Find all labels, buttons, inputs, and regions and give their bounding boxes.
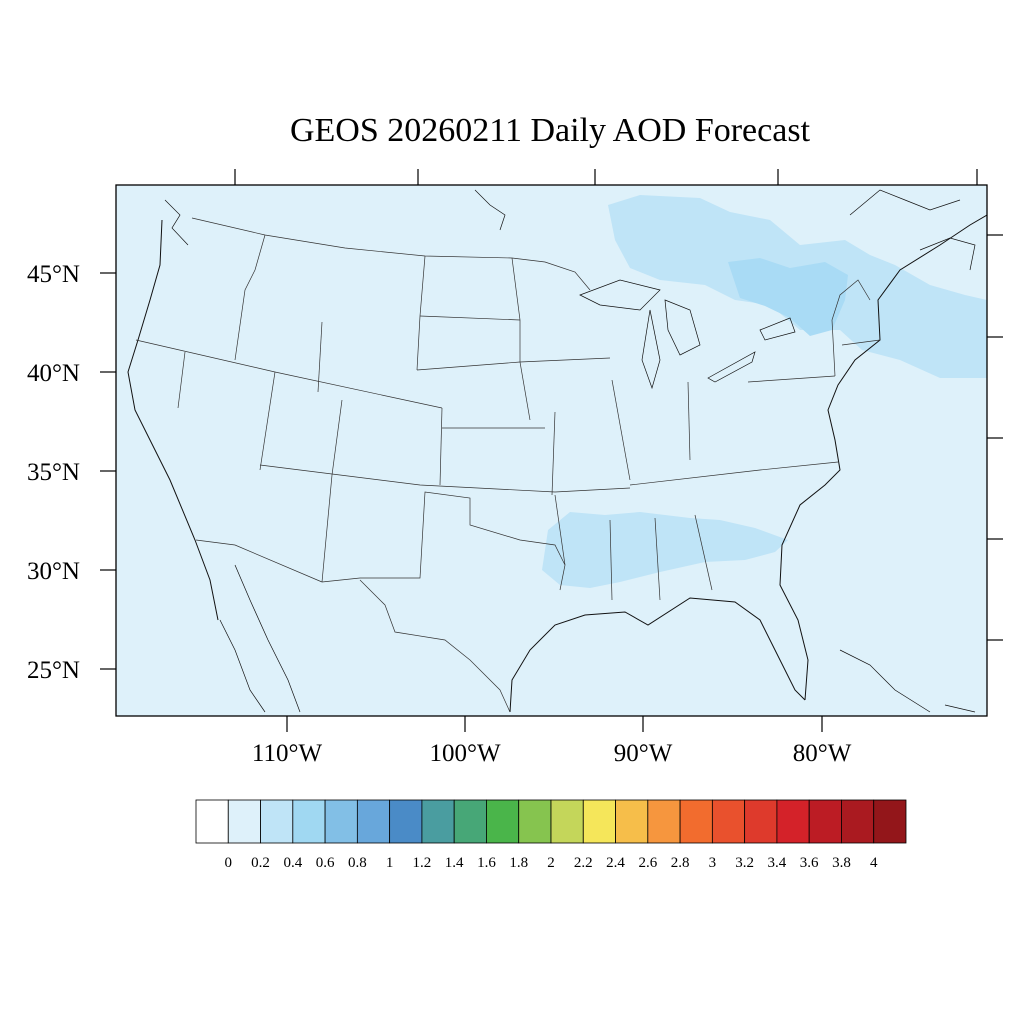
colorbar-swatch: [486, 799, 520, 844]
colorbar-swatch: [679, 799, 713, 844]
colorbar-tick-label: 2.4: [606, 855, 625, 871]
colorbar-swatch: [808, 799, 842, 844]
colorbar-swatch: [841, 799, 875, 844]
colorbar-swatch: [711, 799, 746, 844]
lat-label-30n: 30°N: [27, 558, 80, 585]
colorbar-tick-label: 3: [709, 855, 717, 871]
colorbar-swatch: [421, 799, 455, 844]
colorbar-tick-label: 1.8: [509, 855, 528, 871]
colorbar-tick-label: 0.8: [348, 855, 367, 871]
lon-label-80w: 80°W: [793, 740, 852, 767]
colorbar-swatch: [873, 799, 907, 844]
colorbar-swatch: [324, 799, 358, 844]
colorbar: 0 0.2 0.4 0.6 0.8 1 1.2 1.4 1.6 1.8 2 2.2 2.4 2.6 2.8 3…: [195, 799, 907, 871]
colorbar-swatch: [615, 799, 649, 844]
colorbar-swatch: [582, 799, 616, 844]
colorbar-swatch: [550, 799, 584, 844]
colorbar-tick-label: 1.2: [413, 855, 432, 871]
aerosol-field: [542, 195, 987, 588]
colorbar-tick-label: 3.8: [832, 855, 851, 871]
aerosol-patch-great-lakes-core: [728, 258, 848, 336]
colorbar-tick-label: 0.4: [283, 855, 302, 871]
map-frame: [115, 184, 988, 717]
lat-label-35n: 35°N: [27, 459, 80, 486]
lon-label-90w: 90°W: [614, 740, 673, 767]
lon-label-110w: 110°W: [252, 740, 323, 767]
state-boundaries: [127, 189, 987, 713]
colorbar-tick-label: 1.6: [477, 855, 496, 871]
colorbar-tick-label: 2.6: [638, 855, 657, 871]
colorbar-tick-label: 1.4: [445, 855, 464, 871]
colorbar-tick-label: 3.2: [735, 855, 754, 871]
colorbar-swatch: [776, 799, 810, 844]
colorbar-tick-label: 1: [386, 855, 394, 871]
colorbar-tick-label: 4: [870, 855, 878, 871]
colorbar-swatch: [260, 799, 294, 844]
lat-label-25n: 25°N: [27, 657, 80, 684]
colorbar-swatch: [389, 799, 423, 844]
colorbar-tick-label: 0.2: [251, 855, 270, 871]
colorbar-tick-label: 2.8: [671, 855, 690, 871]
colorbar-swatch: [356, 799, 391, 844]
lat-label-45n: 45°N: [27, 261, 80, 288]
colorbar-tick-label: 0.6: [316, 855, 335, 871]
colorbar-swatch: [518, 799, 552, 844]
colorbar-tick-label: 2: [547, 855, 555, 871]
lon-label-100w: 100°W: [429, 740, 500, 767]
colorbar-swatch: [744, 799, 778, 844]
colorbar-swatch: [195, 799, 229, 844]
colorbar-swatch: [647, 799, 681, 844]
colorbar-swatch: [227, 799, 261, 844]
map-title: GEOS 20260211 Daily AOD Forecast: [290, 112, 811, 149]
colorbar-swatch: [292, 799, 326, 844]
aerosol-patch-gulf-coast: [542, 512, 788, 588]
colorbar-swatch: [453, 799, 487, 844]
lat-label-40n: 40°N: [27, 360, 80, 387]
axis-ticks: [100, 169, 1003, 732]
colorbar-tick-label: 0: [225, 855, 233, 871]
colorbar-tick-label: 3.6: [800, 855, 819, 871]
colorbar-tick-label: 2.2: [574, 855, 593, 871]
colorbar-tick-label: 3.4: [768, 855, 787, 871]
